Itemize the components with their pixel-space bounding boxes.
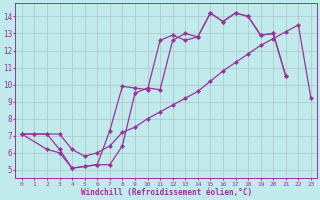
X-axis label: Windchill (Refroidissement éolien,°C): Windchill (Refroidissement éolien,°C) xyxy=(81,188,252,197)
